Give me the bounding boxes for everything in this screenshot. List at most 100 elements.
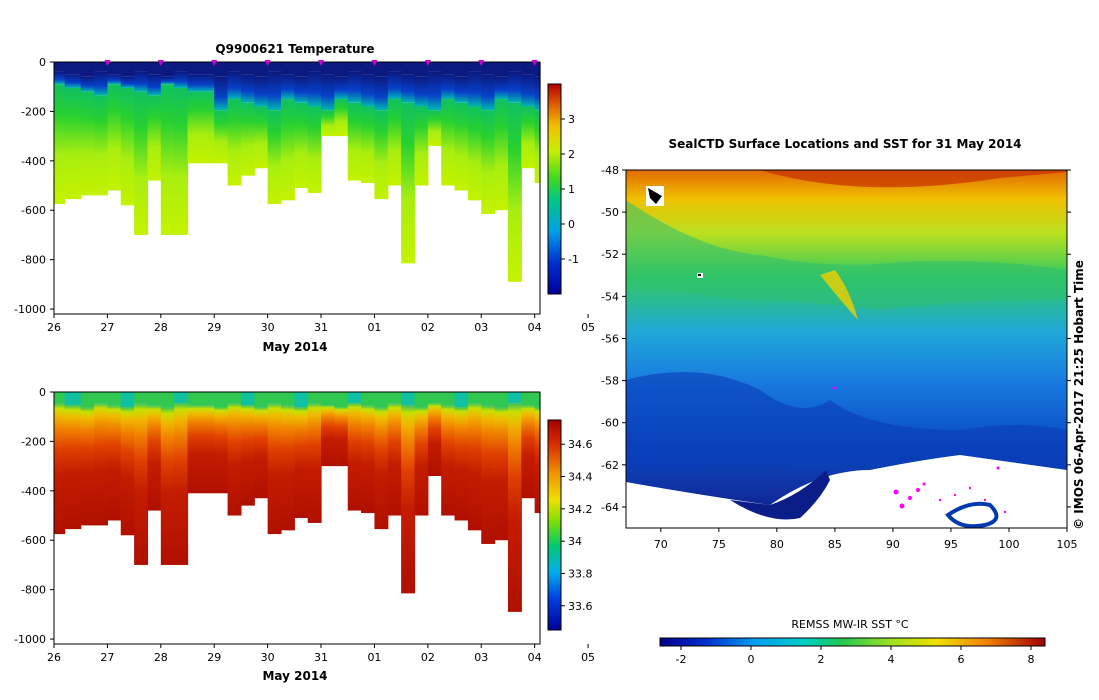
profile-column [454, 62, 469, 191]
thermocline-layer [187, 74, 215, 92]
profile-column [401, 62, 416, 264]
deep-layer [387, 99, 402, 186]
surface-layer [454, 62, 469, 77]
profile-column [254, 392, 269, 499]
saline-deep-layer [214, 407, 229, 494]
surface-markers [104, 60, 538, 66]
saline-deep-layer [107, 405, 122, 521]
fresh-surface-layer [347, 392, 362, 404]
fresh-surface-layer [214, 392, 229, 408]
saline-deep-layer [267, 403, 282, 535]
profile-column [107, 392, 122, 521]
x-tick-label: 03 [474, 651, 488, 664]
surface-layer [227, 62, 242, 72]
thermocline-layer [374, 76, 389, 111]
thermocline-layer [254, 76, 269, 107]
fresh-surface-layer [467, 392, 482, 404]
surface-layer [361, 62, 376, 75]
x-tick-label: 29 [207, 321, 221, 334]
fresh-surface-layer [454, 392, 469, 408]
temperature-colorbar [547, 83, 562, 295]
x-tick-label: 02 [421, 651, 435, 664]
thermocline-layer [307, 71, 322, 107]
sst-map-panel: SealCTD Surface Locations and SST for 31… [601, 137, 1086, 666]
deep-layer [187, 91, 215, 164]
sst-colorbar [659, 637, 1046, 647]
fresh-surface-layer [80, 392, 95, 408]
latitude-label: -56 [601, 332, 619, 345]
deep-layer [147, 95, 162, 181]
surface-layer [267, 62, 282, 72]
surface-marker [531, 60, 538, 66]
colorbar-tick-label: 33.8 [568, 567, 593, 580]
x-tick-label: 01 [367, 321, 381, 334]
coastal-cold-water [730, 470, 830, 520]
fresh-surface-layer [334, 392, 349, 408]
longitude-label: 95 [944, 538, 958, 551]
profile-column [387, 62, 402, 186]
y-tick-label: -800 [21, 254, 46, 267]
saline-deep-layer [187, 405, 215, 494]
latitude-label: -54 [601, 290, 619, 303]
x-tick-label: 28 [154, 321, 168, 334]
saline-deep-layer [64, 405, 82, 530]
warm-core [760, 170, 1067, 188]
surface-marker [211, 60, 218, 66]
deep-layer [267, 110, 282, 205]
profile-column [254, 62, 269, 169]
fresh-surface-layer [254, 392, 269, 408]
thermocline-layer [227, 71, 242, 100]
profile-column [427, 392, 442, 476]
saline-deep-layer [280, 405, 295, 531]
thermocline-layer [147, 74, 162, 96]
y-tick-label: -800 [21, 584, 46, 597]
surface-layer [240, 62, 255, 75]
green-band [626, 200, 1067, 310]
sst-field [626, 170, 1067, 529]
thermocline-layer [494, 76, 509, 100]
fresh-surface-layer [401, 392, 416, 406]
profile-column [64, 62, 82, 200]
thermocline-layer [467, 71, 482, 107]
salinity-panel: 0 -200 -400 -600 -800 -1000 26 27 28 29 30 31 01 02 0… [14, 386, 595, 683]
profile-column [441, 62, 456, 186]
profile-column [280, 392, 295, 531]
thermocline-layer [334, 76, 349, 100]
deep-layer [94, 95, 109, 196]
copyright-credit: © IMOS 06-Apr-2017 21:25 Hobart Time [1072, 260, 1086, 530]
x-tick-label: 31 [314, 321, 328, 334]
saline-deep-layer [227, 403, 242, 516]
island-markers [646, 186, 703, 278]
fresh-surface-layer [321, 392, 335, 406]
surface-layer [387, 62, 402, 72]
seal-ctd-locations [832, 386, 1007, 514]
thermocline-layer [280, 74, 295, 100]
colorbar-tick-label: -1 [568, 253, 579, 266]
surface-marker [318, 60, 325, 66]
surface-layer [427, 62, 442, 72]
saline-deep-layer [374, 407, 389, 530]
temperature-title: Q9900621 Temperature [215, 42, 374, 56]
saline-deep-layer [347, 403, 362, 511]
deep-layer [294, 102, 309, 188]
surface-layer [334, 62, 349, 77]
profile-column [307, 392, 322, 523]
surface-layer [64, 62, 82, 75]
deep-layer [214, 110, 229, 164]
colorbar-tick-label: 34.2 [568, 503, 593, 516]
latitude-label: -50 [601, 206, 619, 219]
saline-deep-layer [134, 403, 149, 565]
fresh-surface-layer [307, 392, 322, 404]
profile-column [80, 62, 95, 196]
profile-column [54, 62, 66, 205]
surface-layer [507, 62, 522, 72]
fresh-surface-layer [147, 392, 162, 406]
fresh-surface-layer [441, 392, 456, 406]
thermocline-layer [507, 71, 522, 103]
x-tick-label: 30 [261, 651, 275, 664]
profile-column [347, 62, 362, 181]
sst-map-title: SealCTD Surface Locations and SST for 31… [668, 137, 1021, 151]
x-tick-label: 01 [367, 651, 381, 664]
salinity-colorbar [547, 419, 562, 631]
